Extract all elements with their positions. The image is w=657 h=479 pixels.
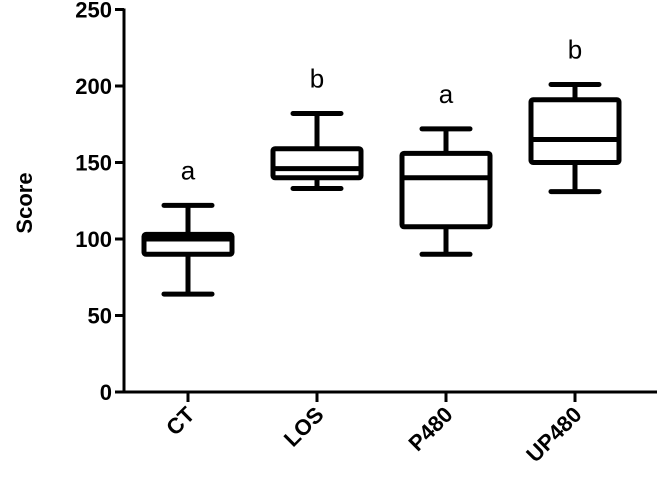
significance-label: b bbox=[310, 64, 324, 94]
x-tick-label-ct: CT bbox=[161, 401, 200, 440]
significance-label: a bbox=[439, 79, 454, 109]
significance-label: b bbox=[568, 34, 582, 64]
y-tick-label: 250 bbox=[75, 0, 112, 23]
x-tick-label-los: LOS bbox=[279, 402, 329, 452]
y-tick-label: 100 bbox=[75, 227, 112, 252]
x-tick-label-up480: UP480 bbox=[521, 402, 586, 467]
iqr-box bbox=[399, 150, 493, 230]
y-axis: 0 50 100 150 200 250 bbox=[75, 0, 126, 405]
boxes: a b a b bbox=[141, 34, 622, 297]
box-los: b bbox=[270, 64, 364, 192]
y-axis-title: Score bbox=[12, 172, 37, 233]
y-tick-label: 200 bbox=[75, 74, 112, 99]
x-tick-label-p480: P480 bbox=[404, 402, 458, 456]
significance-label: a bbox=[181, 155, 196, 185]
y-tick-label: 0 bbox=[100, 380, 112, 405]
iqr-box bbox=[528, 97, 622, 165]
iqr-box bbox=[270, 146, 364, 181]
y-tick-label: 150 bbox=[75, 151, 112, 176]
x-axis: CT LOS P480 UP480 bbox=[123, 390, 657, 467]
y-tick-label: 50 bbox=[88, 304, 112, 329]
box-up480: b bbox=[528, 34, 622, 195]
box-ct: a bbox=[141, 155, 235, 297]
box-p480: a bbox=[399, 79, 493, 257]
